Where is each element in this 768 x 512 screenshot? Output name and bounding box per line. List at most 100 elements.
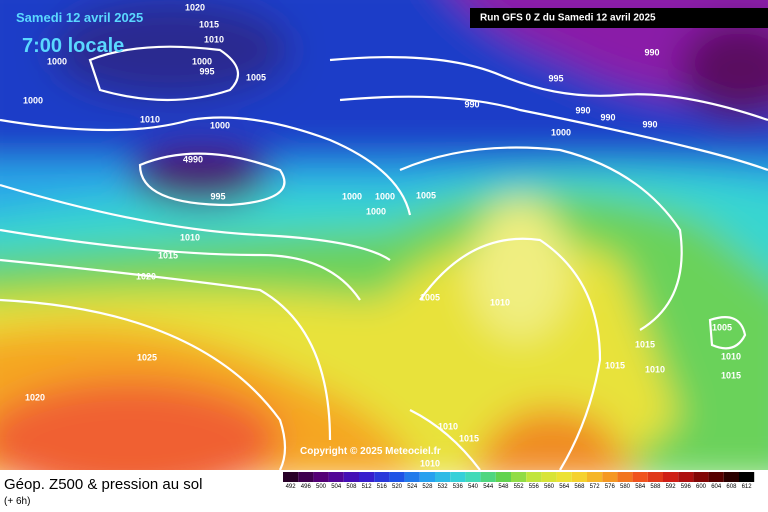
scale-label: 496	[301, 484, 312, 490]
isobar-label: 1010	[420, 458, 440, 468]
isobar-label: 995	[210, 191, 225, 201]
isobar-label: 4990	[183, 154, 203, 164]
scale-swatch	[723, 472, 739, 482]
isobar-label: 1000	[47, 56, 67, 66]
isobar-label: 1010	[645, 364, 665, 374]
isobar-label: 1005	[246, 72, 266, 82]
isobar-label: 1015	[199, 19, 219, 29]
date: Samedi 12 avril 2025	[16, 10, 143, 25]
scale-swatch	[663, 472, 679, 482]
scale-label: 512	[362, 484, 373, 490]
scale-swatch	[617, 472, 633, 482]
isobar-label: 995	[548, 73, 563, 83]
scale-label: 516	[377, 484, 388, 490]
scale-label: 500	[316, 484, 327, 490]
scale-swatch	[313, 472, 329, 482]
isobar-label: 1015	[459, 433, 479, 443]
isobar-label: 1000	[342, 191, 362, 201]
isobar-label: 1010	[140, 114, 160, 124]
scale-swatch	[283, 472, 299, 482]
scale-swatch	[708, 472, 724, 482]
legend-title: Géop. Z500 & pression au sol	[4, 476, 202, 493]
isobar-label: 1000	[551, 127, 571, 137]
isobar-label: 1020	[25, 392, 45, 402]
scale-label: 588	[650, 484, 661, 490]
isobar-label: 1010	[438, 421, 458, 431]
scale-label: 536	[453, 484, 464, 490]
scale-swatch	[541, 472, 557, 482]
scale-swatch	[328, 472, 344, 482]
isobar	[88, 45, 240, 102]
isobar-label: 1020	[136, 271, 156, 281]
scale-label: 560	[544, 484, 555, 490]
scale-swatch	[571, 472, 587, 482]
isobar-label: 990	[575, 105, 590, 115]
scale-label: 528	[422, 484, 433, 490]
isobar-label: 995	[199, 66, 214, 76]
isobar	[0, 183, 391, 261]
run-banner	[470, 8, 768, 28]
isobar	[399, 146, 683, 331]
isobar-label: 1010	[180, 232, 200, 242]
scale-swatch	[404, 472, 420, 482]
isobar	[329, 56, 768, 122]
scale-label: 612	[742, 484, 753, 490]
scale-swatch	[602, 472, 618, 482]
isobar	[419, 237, 602, 471]
scale-swatch	[511, 472, 527, 482]
scale-label: 584	[635, 484, 646, 490]
scale-label: 592	[666, 484, 677, 490]
isobar-label: 1000	[375, 191, 395, 201]
scale-label: 608	[726, 484, 737, 490]
isobar	[0, 228, 361, 301]
scale-label: 596	[681, 484, 692, 490]
scale-label: 544	[483, 484, 494, 490]
scale-swatch	[480, 472, 496, 482]
isobar-label: 1025	[137, 352, 157, 362]
isobar-label: 1015	[158, 250, 178, 260]
scale-label: 604	[711, 484, 722, 490]
geopotential-field	[0, 0, 768, 500]
copyright: Copyright © 2025 Meteociel.fr	[300, 446, 441, 457]
isobar	[708, 316, 747, 350]
scale-swatch	[693, 472, 709, 482]
scale-label: 576	[605, 484, 616, 490]
scale-swatch	[298, 472, 314, 482]
isobar-label: 990	[464, 99, 479, 109]
isobar-label: 1000	[366, 206, 386, 216]
isobar	[339, 95, 768, 172]
scale-swatch	[435, 472, 451, 482]
isobar-label: 1015	[605, 360, 625, 370]
isobar-label: 1000	[23, 95, 43, 105]
legend-subtitle: (+ 6h)	[4, 496, 30, 507]
scale-label: 580	[620, 484, 631, 490]
scale-label: 492	[286, 484, 297, 490]
scale-label: 504	[331, 484, 342, 490]
scale-label: 552	[514, 484, 525, 490]
scale-label: 532	[438, 484, 449, 490]
isobar-label: 1005	[712, 322, 732, 332]
scale-label: 600	[696, 484, 707, 490]
isobar-label: 1000	[192, 56, 212, 66]
isobar-label: 990	[600, 112, 615, 122]
scale-label: 524	[407, 484, 418, 490]
isobar-label: 990	[644, 47, 659, 57]
isobar	[138, 152, 286, 207]
isobar	[0, 258, 332, 441]
isobar-label: 1005	[416, 190, 436, 200]
scale-label: 556	[529, 484, 540, 490]
scale-swatch	[343, 472, 359, 482]
isobar-label: 1000	[210, 120, 230, 130]
scale-label: 548	[498, 484, 509, 490]
scale-label: 540	[468, 484, 479, 490]
scale-swatch	[450, 472, 466, 482]
scale-swatch	[389, 472, 405, 482]
scale-swatch	[465, 472, 481, 482]
run-info: Run GFS 0 Z du Samedi 12 avril 2025	[480, 13, 656, 24]
color-scale: 492 496 500 504 508 512 516 520 524 528 532 536 540 5…	[283, 472, 755, 490]
isobar	[0, 298, 287, 471]
scale-swatch	[495, 472, 511, 482]
isobar-label: 1015	[721, 370, 741, 380]
